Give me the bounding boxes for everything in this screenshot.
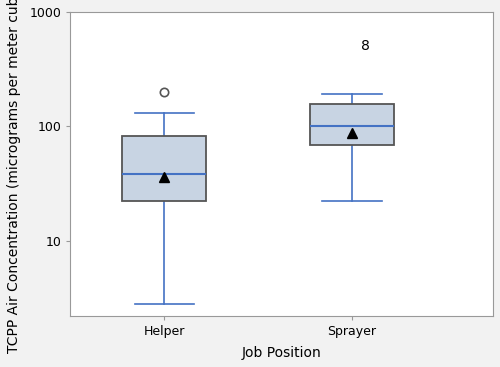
Text: 8: 8 bbox=[362, 39, 370, 53]
X-axis label: Job Position: Job Position bbox=[242, 346, 322, 360]
Y-axis label: TCPP Air Concentration (micrograms per meter cubed): TCPP Air Concentration (micrograms per m… bbox=[7, 0, 21, 353]
Bar bbox=[122, 136, 206, 201]
Bar bbox=[310, 105, 394, 145]
